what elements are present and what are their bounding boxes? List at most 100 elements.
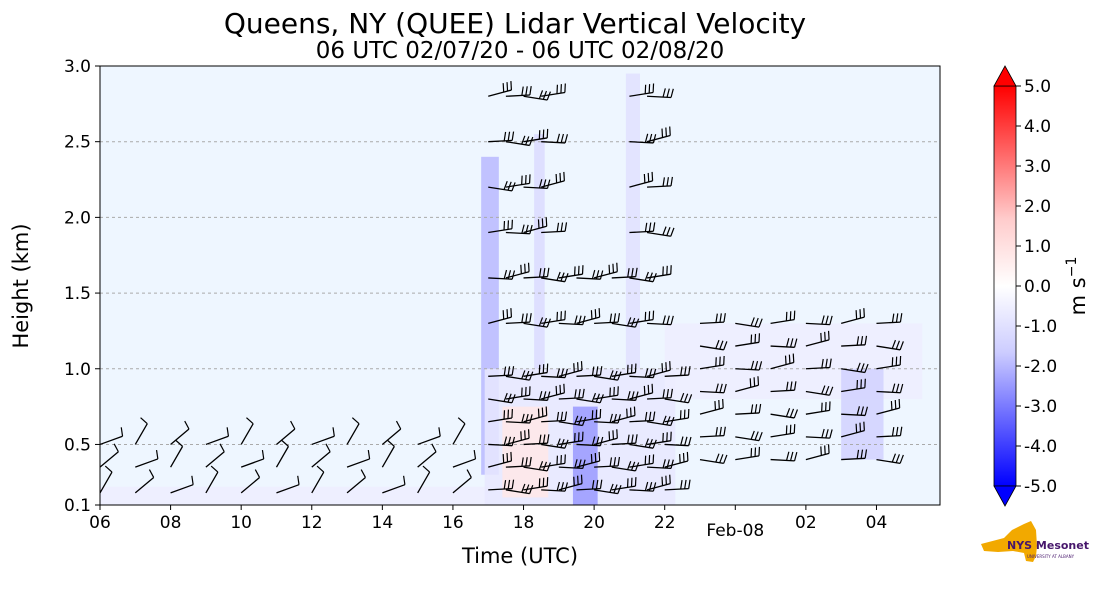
wind-barb-feather [113,443,119,453]
plot-area [99,65,941,506]
wind-barb-feather [506,452,509,463]
wind-barb-feather [758,318,763,328]
wind-barb-feather [899,426,903,436]
wind-barb-feather [820,446,822,456]
wind-barb-feather [793,338,798,348]
wind-barb-feather [634,462,640,472]
wind-barb-feather [719,426,722,436]
colorbar-label: m s−1 [1064,257,1090,316]
wind-barb [346,458,370,468]
wind-barb [311,471,325,494]
wind-barb-feather [631,434,634,444]
wind-barb-feather [788,354,791,364]
wind-barb-feather [537,219,540,229]
wind-barb-feather [506,82,509,92]
wind-barb-feather [825,358,828,368]
colorbar-gradient [993,85,1017,487]
wind-barb-feather [316,465,325,473]
wind-barb [276,428,296,445]
wind-barb-feather [521,224,525,234]
wind-barb-feather [598,308,601,318]
wind-barb [488,374,513,377]
wind-barb-feather [556,133,561,143]
wind-barb-feather [627,434,630,444]
wind-barb-feather [670,315,674,325]
wind-barb-feather [617,313,621,323]
wind-barb-feather [864,363,869,373]
wind-barb [346,423,360,445]
wind-barb-feather [793,409,799,419]
wind-barb-feather [556,222,560,232]
wind-barb-feather [560,222,564,232]
y-tick-label: 0.5 [64,435,91,455]
wind-barb-feather [537,408,540,418]
wind-barb-feather [666,315,670,325]
wind-barb-feather [670,459,674,469]
wind-barb [240,458,264,468]
wind-barb-feather [864,449,868,459]
wind-barb-feather [890,401,893,411]
wind-barb-feather [682,452,685,463]
wind-barb [170,484,194,494]
wind-barb-feather [594,452,597,463]
wind-barb-feather [502,310,505,320]
wind-barb-feather [617,456,621,466]
wind-barb-feather [670,88,674,98]
y-axis-label: Height (km) [9,223,33,348]
y-tick-label: 3.0 [64,57,91,77]
colorbar-min-triangle [993,485,1017,507]
wind-barb-feather [821,428,825,438]
wind-barb-feather [669,361,671,371]
wind-barb-feather [662,459,666,469]
wind-barb-feather [507,131,511,141]
wind-barb-feather [529,224,533,234]
wind-barb [452,476,472,494]
wind-barb-feather [545,217,548,227]
wind-barb [205,451,225,468]
wind-barb-feather [140,417,148,425]
wind-barb-feather [503,392,508,402]
wind-barb-feather [860,406,865,416]
wind-barb-feather [559,172,562,182]
wind-barb-feather [665,127,667,137]
wind-barb-feather [785,338,790,348]
wind-barb-feather [613,313,617,323]
wind-barb-feather [524,263,526,273]
wind-barb-feather [793,381,797,391]
wind-barb-feather [891,339,897,349]
plot-frame [99,65,941,506]
wind-barb-feather [521,413,525,423]
wind-barb-feather [541,218,544,228]
wind-barb [381,446,395,468]
wind-barb [488,186,513,192]
colorbar-tick-label: 0.0 [1024,277,1051,297]
wind-barb-feather [580,361,583,371]
wind-barb-feather [652,439,657,449]
x-tick-label: 20 [583,513,605,533]
wind-barb-feather [894,399,897,410]
wind-barb-feather [670,227,675,237]
wind-barb [505,321,530,324]
wind-barb-feather [855,423,858,433]
wind-barb-feather [754,360,759,370]
wind-barb-feather [546,391,551,401]
wind-barb-feather [564,411,568,421]
wind-barb-feather [644,481,649,491]
wind-barb-feather [719,383,723,393]
wind-barb-feather [627,391,631,401]
wind-barb-feather [559,384,562,394]
wind-barb-feather [635,434,638,444]
wind-barb-feather [626,408,628,418]
wind-barb-feather [527,429,530,439]
wind-barb-feather [564,134,569,144]
wind-barb-feather [511,270,516,280]
wind-barb-feather [895,454,900,463]
x-tick-label: 16 [442,513,464,533]
wind-barb-feather [574,415,579,425]
wind-barb-feather [599,479,603,489]
wind-barbs [99,81,904,495]
wind-barb [205,471,219,494]
wind-barb-feather [538,268,542,278]
colorbar-tick-label: 3.0 [1024,157,1051,177]
wind-barb-feather [608,264,611,274]
